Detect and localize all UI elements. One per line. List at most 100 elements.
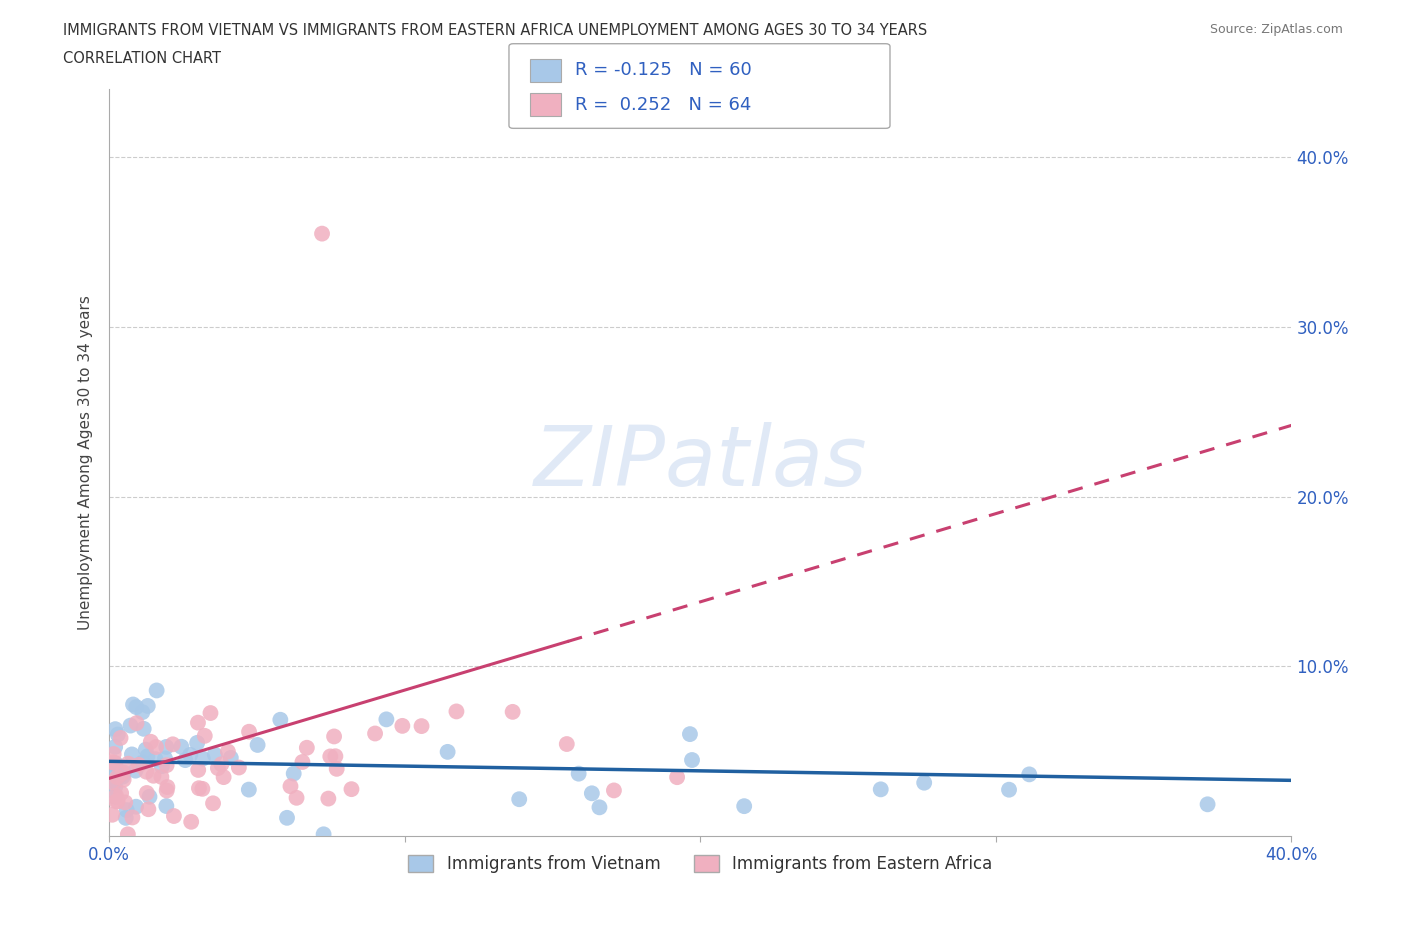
Point <box>228 760 250 775</box>
Point <box>132 755 155 770</box>
Point <box>869 782 891 797</box>
Point <box>125 716 148 731</box>
Point <box>191 751 214 766</box>
Point <box>568 766 591 781</box>
Point <box>138 790 160 804</box>
Point <box>122 698 145 712</box>
Point <box>139 735 162 750</box>
Point <box>150 769 173 784</box>
Point <box>446 704 468 719</box>
Point <box>155 799 177 814</box>
Point <box>114 795 136 810</box>
Point <box>204 747 226 762</box>
Point <box>180 815 202 830</box>
Point <box>104 722 127 737</box>
Point <box>153 751 176 765</box>
Point <box>269 712 291 727</box>
Point <box>209 757 232 772</box>
Point <box>283 766 305 781</box>
Point <box>325 749 347 764</box>
Point <box>101 755 124 770</box>
Point <box>104 766 127 781</box>
Point <box>145 739 167 754</box>
Point <box>156 758 179 773</box>
Point <box>104 756 127 771</box>
Point <box>156 783 179 798</box>
Point <box>998 782 1021 797</box>
Point <box>145 683 167 698</box>
Point <box>111 765 134 780</box>
Point <box>733 799 755 814</box>
Point <box>163 808 186 823</box>
Y-axis label: Unemployment Among Ages 30 to 34 years: Unemployment Among Ages 30 to 34 years <box>79 295 93 631</box>
Point <box>318 791 340 806</box>
Point <box>194 728 217 743</box>
Point <box>104 790 127 804</box>
Text: CORRELATION CHART: CORRELATION CHART <box>63 51 221 66</box>
Point <box>105 789 128 804</box>
Point <box>120 718 142 733</box>
Point <box>603 783 626 798</box>
Point <box>101 807 124 822</box>
Point <box>110 786 132 801</box>
Point <box>107 794 129 809</box>
Point <box>105 794 128 809</box>
Text: ZIPatlas: ZIPatlas <box>533 422 868 503</box>
Point <box>188 781 211 796</box>
Point <box>311 226 333 241</box>
Point <box>202 796 225 811</box>
Point <box>375 712 398 727</box>
Point <box>155 739 177 754</box>
Point <box>325 762 347 777</box>
Point <box>187 763 209 777</box>
Point <box>666 770 689 785</box>
Point <box>136 698 159 713</box>
Point <box>681 752 703 767</box>
Point <box>295 740 318 755</box>
Point <box>114 810 136 825</box>
Point <box>179 748 201 763</box>
Point <box>110 730 132 745</box>
Point <box>174 752 197 767</box>
Point <box>145 751 167 766</box>
Point <box>121 747 143 762</box>
Point <box>112 765 135 780</box>
Point <box>312 827 335 842</box>
Point <box>217 744 239 759</box>
Point <box>186 736 208 751</box>
Point <box>212 770 235 785</box>
Point <box>135 742 157 757</box>
Point <box>135 786 157 801</box>
Point <box>555 737 578 751</box>
Point <box>104 739 127 754</box>
Text: R = -0.125   N = 60: R = -0.125 N = 60 <box>575 61 752 79</box>
Point <box>912 776 935 790</box>
Point <box>104 755 127 770</box>
Point <box>588 800 610 815</box>
Point <box>246 737 269 752</box>
Point <box>135 764 157 779</box>
Point <box>103 747 125 762</box>
Point <box>508 791 530 806</box>
Point <box>101 775 124 790</box>
Point <box>107 764 129 778</box>
Point <box>112 772 135 787</box>
Text: R =  0.252   N = 64: R = 0.252 N = 64 <box>575 96 751 113</box>
Point <box>291 754 314 769</box>
Point <box>115 803 138 817</box>
Point <box>170 739 193 754</box>
Point <box>436 744 458 759</box>
Point <box>411 719 433 734</box>
Point <box>104 775 127 790</box>
Point <box>187 715 209 730</box>
Point <box>136 749 159 764</box>
Point <box>219 751 242 765</box>
Point <box>191 781 214 796</box>
Point <box>364 726 387 741</box>
Point <box>142 768 165 783</box>
Point <box>679 726 702 741</box>
Point <box>280 778 302 793</box>
Point <box>105 770 128 785</box>
Text: IMMIGRANTS FROM VIETNAM VS IMMIGRANTS FROM EASTERN AFRICA UNEMPLOYMENT AMONG AGE: IMMIGRANTS FROM VIETNAM VS IMMIGRANTS FR… <box>63 23 928 38</box>
Point <box>276 810 298 825</box>
